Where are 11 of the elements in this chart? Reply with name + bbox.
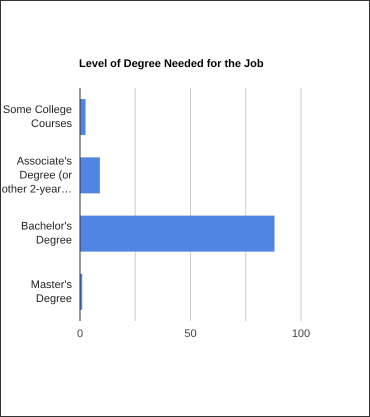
x-tick-label: 50 [184, 328, 197, 340]
x-tick-label: 0 [76, 328, 84, 340]
chart-title: Level of Degree Needed for the Job [79, 58, 264, 70]
bar [80, 216, 274, 252]
bar [80, 157, 100, 194]
y-tick-label: Associate's Degree (or other 2-year… [2, 155, 72, 196]
y-tick-label: Master's Degree [30, 278, 72, 305]
y-tick-label: Some College Courses [2, 104, 72, 130]
x-tick-label: 100 [292, 328, 310, 340]
bar [80, 99, 86, 136]
y-tick-label: Bachelor's Degree [20, 220, 72, 247]
